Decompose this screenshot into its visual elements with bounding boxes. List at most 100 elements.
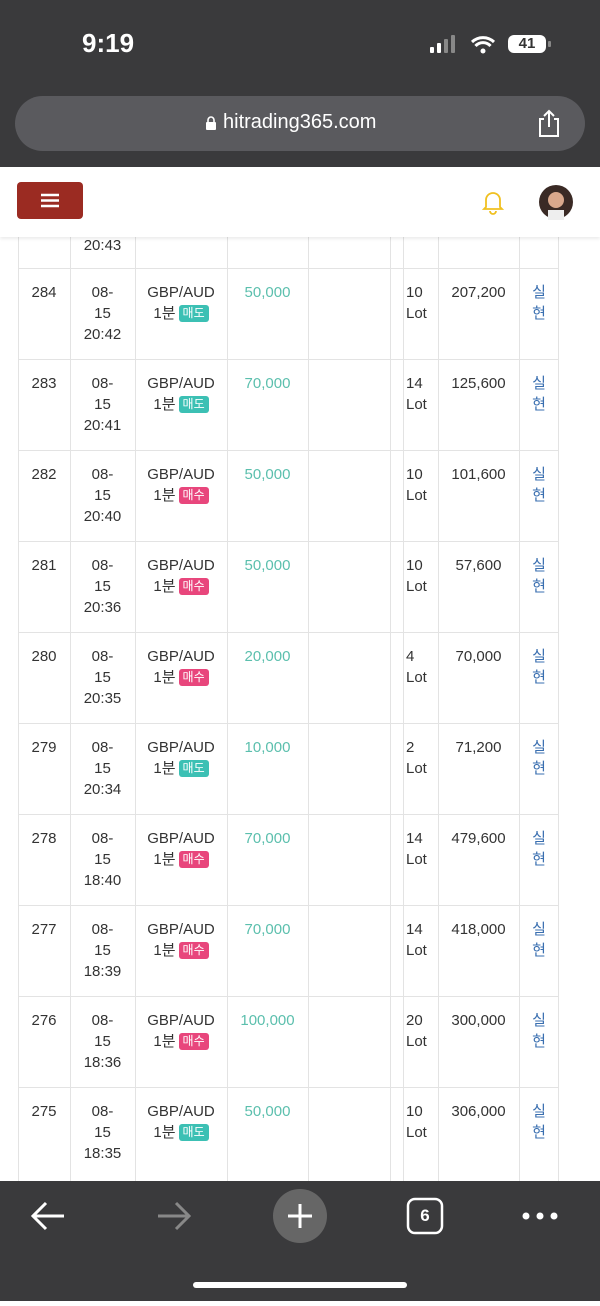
- amount: 70,000: [244, 375, 291, 392]
- amount: 50,000: [244, 557, 291, 574]
- trade-id: 275: [31, 1103, 57, 1120]
- row-border: [18, 359, 559, 360]
- pair-line2: 1분 매도: [135, 1122, 227, 1143]
- pair-cell: GBP/AUD 1분 매수: [135, 828, 227, 870]
- url-bar[interactable]: hitrading365.com: [15, 96, 585, 151]
- pair: GBP/AUD: [147, 284, 215, 301]
- row-border: [18, 905, 559, 906]
- lots: 10 Lot: [406, 466, 427, 504]
- side-badge: 매수: [178, 578, 209, 595]
- forward-button[interactable]: [158, 1201, 192, 1231]
- trade-id: 276: [31, 1012, 57, 1029]
- share-button[interactable]: [535, 108, 563, 138]
- row-border: [18, 1087, 559, 1088]
- pair-line2: 1분 매도: [135, 394, 227, 415]
- menu-button[interactable]: [17, 182, 83, 219]
- realize-link[interactable]: 실현: [532, 830, 546, 868]
- pair: GBP/AUD: [147, 1103, 215, 1120]
- time: 20:41: [83, 417, 122, 434]
- realize-link[interactable]: 실현: [532, 466, 546, 504]
- realize-link[interactable]: 실현: [532, 921, 546, 959]
- realize-link[interactable]: 실현: [532, 1012, 546, 1050]
- pair-cell: GBP/AUD 1분 매수: [135, 464, 227, 506]
- home-indicator: [193, 1282, 407, 1288]
- period: 1분: [153, 305, 176, 322]
- profit: 57,600: [455, 557, 502, 574]
- notification-bell[interactable]: [482, 189, 504, 215]
- side-badge: 매도: [178, 1124, 209, 1141]
- side-badge: 매수: [178, 669, 209, 686]
- column-border: [135, 237, 136, 1181]
- amount: 100,000: [240, 1012, 295, 1029]
- browser-chrome: 9:19 41 hitrading365.com: [0, 0, 600, 167]
- pair-cell: GBP/AUD 1분 매도: [135, 373, 227, 415]
- status-time: 9:19: [82, 28, 135, 58]
- avatar[interactable]: [538, 184, 574, 220]
- column-border: [18, 237, 19, 1181]
- pair: GBP/AUD: [147, 466, 215, 483]
- pair: GBP/AUD: [147, 830, 215, 847]
- date-cell: 08-15 18:39: [70, 919, 135, 982]
- date-cell: 08-15 18:40: [70, 828, 135, 891]
- time: 18:36: [83, 1054, 122, 1071]
- pair-cell: GBP/AUD 1분 매수: [135, 919, 227, 961]
- lots: 14 Lot: [406, 830, 427, 868]
- time: 18:39: [83, 963, 122, 980]
- time: 20:36: [83, 599, 122, 616]
- period: 1분: [153, 669, 176, 686]
- realize-link[interactable]: 실현: [532, 648, 546, 686]
- realize-link[interactable]: 실현: [532, 284, 546, 322]
- period: 1분: [153, 760, 176, 777]
- pair-cell: GBP/AUD 1분 매수: [135, 1010, 227, 1052]
- tabs-button[interactable]: [406, 1197, 444, 1235]
- realize-link[interactable]: 실현: [532, 1103, 546, 1141]
- amount: 50,000: [244, 284, 291, 301]
- amount: 70,000: [244, 921, 291, 938]
- period: 1분: [153, 578, 176, 595]
- amount: 50,000: [244, 1103, 291, 1120]
- pair-line2: 1분 매수: [135, 940, 227, 961]
- date-cell: 08-15 18:35: [70, 1101, 135, 1164]
- date-cell: 08-15 20:40: [70, 464, 135, 527]
- amount: 20,000: [244, 648, 291, 665]
- time: 18:40: [83, 872, 122, 889]
- column-border: [390, 237, 391, 1181]
- back-button[interactable]: [30, 1201, 64, 1231]
- column-border: [308, 237, 309, 1181]
- realize-link[interactable]: 실현: [532, 375, 546, 413]
- pair-cell: GBP/AUD 1분 매도: [135, 282, 227, 324]
- date: 08-15: [91, 648, 114, 686]
- amount: 50,000: [244, 466, 291, 483]
- trade-id: 280: [31, 648, 57, 665]
- time: 20:40: [83, 508, 122, 525]
- profit: 71,200: [455, 739, 502, 756]
- period: 1분: [153, 851, 176, 868]
- column-border: [438, 237, 439, 1181]
- trade-id: 284: [31, 284, 57, 301]
- pair: GBP/AUD: [147, 375, 215, 392]
- side-badge: 매수: [178, 942, 209, 959]
- lots: 10 Lot: [406, 1103, 427, 1141]
- side-badge: 매도: [178, 760, 209, 777]
- lots: 14 Lot: [406, 921, 427, 959]
- pair-cell: GBP/AUD 1분 매수: [135, 646, 227, 688]
- time: 20:42: [83, 326, 122, 343]
- realize-link[interactable]: 실현: [532, 557, 546, 595]
- trade-table: 20:43 284 08-15 20:42 GBP/AUD 1분 매도 50,000 10 Lo…: [0, 237, 600, 1181]
- time: 20:34: [83, 781, 122, 798]
- profit: 207,200: [451, 284, 506, 301]
- date: 08-15: [91, 557, 114, 595]
- status-icons: [430, 35, 551, 54]
- pair-line2: 1분 매수: [135, 1031, 227, 1052]
- column-border: [70, 237, 71, 1181]
- realize-link[interactable]: 실현: [532, 739, 546, 777]
- profit: 306,000: [451, 1103, 506, 1120]
- pair-line2: 1분 매수: [135, 485, 227, 506]
- date-cell: 08-15 20:35: [70, 646, 135, 709]
- trade-id: 278: [31, 830, 57, 847]
- trade-id: 279: [31, 739, 57, 756]
- column-border: [519, 237, 520, 1181]
- profit: 125,600: [451, 375, 506, 392]
- menu-icon: [41, 193, 59, 208]
